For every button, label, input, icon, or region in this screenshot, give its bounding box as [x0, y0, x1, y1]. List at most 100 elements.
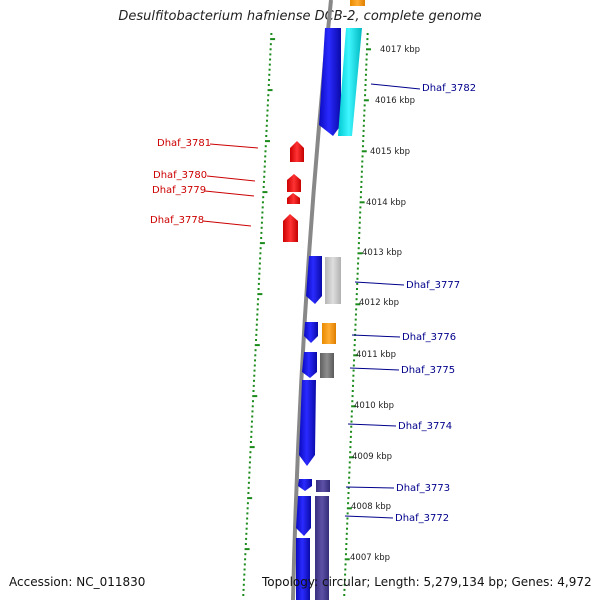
scale-tick [351, 400, 354, 403]
scale-tick [254, 344, 260, 347]
scale-tick [258, 272, 261, 275]
scale-tick [247, 497, 253, 500]
scale-tick [266, 104, 269, 107]
scale-tick [363, 99, 369, 102]
gene-dhaf-3775-arrow [302, 352, 317, 378]
scale-tick [356, 272, 359, 275]
scale-tick [268, 68, 271, 71]
scale-tick [255, 339, 258, 341]
scale-tick [268, 78, 271, 81]
scale-tick [350, 415, 353, 418]
scale-tick [268, 73, 271, 76]
scale-tick [351, 405, 357, 408]
gene-orange-3776 [322, 323, 336, 344]
scale-tick [349, 435, 352, 438]
scale-tick [345, 543, 348, 545]
scale-tick [259, 247, 262, 250]
scale-tick [242, 588, 245, 591]
scale-tick [345, 548, 348, 551]
scale-tick [364, 89, 367, 92]
forward-gene-labels: Dhaf_3782 Dhaf_3777 Dhaf_3776 Dhaf_3775 … [344, 83, 476, 524]
scale-tick [248, 466, 251, 469]
scale-tick [362, 129, 365, 132]
scale-tick [249, 451, 252, 454]
label-dhaf-3780: Dhaf_3780 [153, 170, 207, 181]
scale-tick [243, 563, 246, 566]
scale-tick [344, 573, 347, 576]
scale-labels: 4017 kbp 4016 kbp 4015 kbp 4014 kbp 4013… [350, 45, 420, 563]
scale-tick [243, 573, 246, 576]
scale-tick [270, 33, 273, 35]
reverse-strand-genes [283, 141, 304, 242]
scale-tick [343, 583, 346, 586]
scale-tick [351, 384, 354, 387]
scale-tick [269, 58, 272, 61]
scale-tick [268, 63, 271, 66]
gene-dhaf-3781-arrow [290, 141, 304, 162]
scale-tick [352, 369, 355, 372]
scale-tick [258, 267, 261, 270]
scale-label-4011: 4011 kbp [356, 350, 396, 360]
scale-tick [253, 379, 256, 382]
scale-label-4009: 4009 kbp [352, 452, 392, 462]
scale-tick [345, 537, 348, 540]
gene-purple-3772 [315, 496, 329, 600]
accession-text: Accession: NC_011830 [9, 575, 146, 589]
gene-darkgray-3775 [320, 353, 334, 378]
scale-tick [355, 303, 361, 306]
scale-tick [262, 196, 265, 199]
scale-tick [361, 165, 364, 168]
scale-tick [261, 211, 264, 214]
scale-tick [346, 517, 349, 520]
scale-tick [362, 135, 365, 137]
scale-tick [245, 522, 248, 525]
scale-tick [364, 84, 367, 86]
scale-tick [267, 84, 270, 86]
scale-tick [261, 216, 264, 219]
scale-tick [249, 456, 252, 459]
scale-tick [366, 33, 369, 35]
scale-tick [256, 308, 259, 311]
gene-orange-top [350, 0, 365, 6]
scale-tick [250, 420, 253, 423]
scale-tick [270, 38, 276, 41]
scale-tick [351, 390, 354, 392]
scale-tick [257, 282, 260, 285]
scale-tick [261, 201, 264, 204]
scale-tick [260, 231, 263, 234]
scale-tick [257, 288, 260, 290]
gene-dhaf-3783-arrow [319, 28, 341, 136]
scale-tick [363, 119, 366, 122]
scale-tick [258, 262, 261, 265]
scale-tick [356, 288, 358, 290]
forward-strand-genes [296, 0, 365, 600]
scale-tick [251, 415, 254, 418]
label-dhaf-3773: Dhaf_3773 [396, 483, 450, 494]
scale-tick [251, 410, 254, 413]
scale-label-4016: 4016 kbp [375, 96, 415, 106]
scale-tick [264, 155, 267, 158]
scale-tick [359, 206, 362, 209]
scale-tick [243, 568, 246, 571]
scale-tick [255, 328, 258, 331]
scale-tick [364, 94, 367, 97]
scale-tick [244, 543, 247, 545]
scale-tick [254, 359, 257, 362]
scale-tick [265, 129, 268, 132]
scale-tick [362, 140, 365, 143]
scale-tick [352, 379, 355, 382]
scale-tick [355, 298, 358, 301]
scale-tick [353, 349, 356, 352]
scale-tick [347, 502, 350, 505]
scale-tick [352, 374, 355, 377]
scale-tick [361, 160, 364, 163]
scale-tick [246, 512, 249, 515]
scale-tick [348, 466, 351, 469]
scale-tick [349, 446, 352, 449]
scale-tick [347, 486, 350, 489]
scale-tick [361, 145, 364, 148]
scale-tick [244, 553, 247, 556]
scale-tick [350, 420, 353, 423]
scale-tick [242, 583, 245, 586]
